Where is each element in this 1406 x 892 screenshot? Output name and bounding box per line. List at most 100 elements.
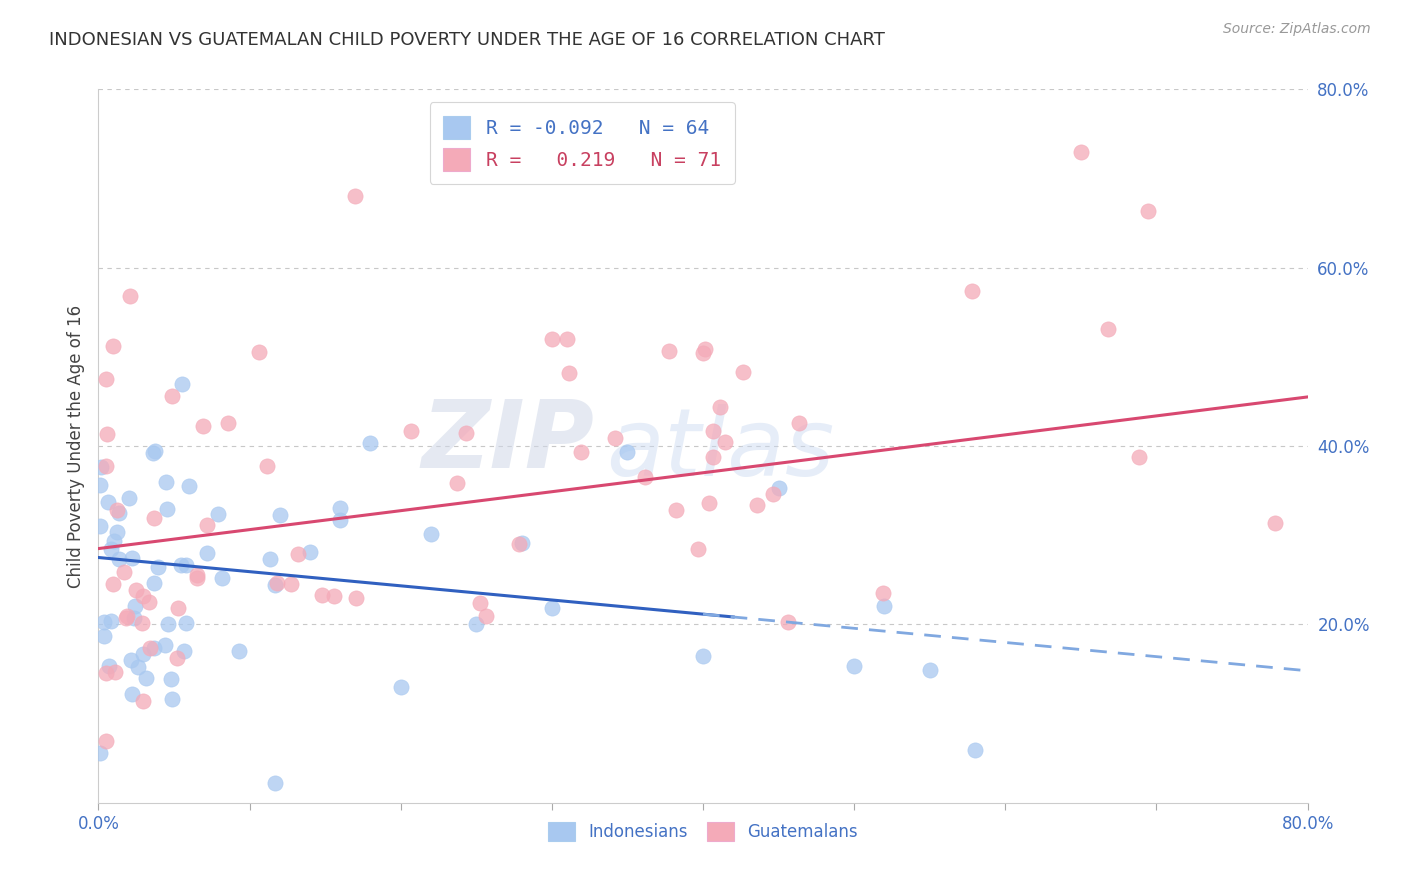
Point [127,659,149,673]
Point [170,376,193,391]
Point [259,551,281,566]
Point [97,495,120,509]
Point [156,502,179,516]
Point [108,551,131,566]
Point [143,640,166,655]
Point [603,431,626,445]
Point [118,491,141,505]
Point [456,425,478,440]
Point [211,571,233,585]
Point [103,533,125,548]
Point [1264,516,1286,530]
Point [508,536,530,550]
Point [125,582,148,597]
Point [132,647,155,661]
Point [100,614,122,628]
Text: Source: ZipAtlas.com: Source: ZipAtlas.com [1223,22,1371,37]
Point [118,289,141,303]
Point [510,535,533,549]
Point [217,417,239,431]
Point [873,599,896,613]
Point [264,577,287,591]
Point [105,525,128,540]
Point [96,426,118,441]
Point [709,401,731,415]
Point [132,589,155,603]
Point [103,576,125,591]
Point [540,332,562,346]
Point [311,588,333,602]
Point [114,611,136,625]
Point [329,500,352,515]
Y-axis label: Child Poverty Under the Age of 16: Child Poverty Under the Age of 16 [66,304,84,588]
Point [174,558,197,572]
Point [135,671,157,685]
Point [264,776,287,790]
Point [160,389,183,403]
Point [702,424,724,438]
Point [702,450,724,464]
Point [695,343,717,357]
Point [745,498,768,512]
Point [558,366,581,380]
Point [344,189,367,203]
Point [299,545,322,559]
Point [569,445,592,459]
Point [280,576,302,591]
Point [555,332,578,346]
Point [115,608,138,623]
Point [98,659,121,673]
Point [107,506,129,520]
Point [121,687,143,701]
Point [101,338,124,352]
Point [160,672,183,686]
Point [94,734,117,748]
Point [446,476,468,491]
Point [195,546,218,560]
Point [173,644,195,658]
Point [94,665,117,680]
Point [155,638,177,652]
Point [420,527,443,541]
Point [89,518,111,533]
Point [170,558,193,573]
Point [256,459,278,474]
Point [688,542,710,557]
Point [105,502,128,516]
Point [148,560,170,574]
Point [465,617,488,632]
Point [1070,145,1092,159]
Point [193,419,215,434]
Point [176,616,198,631]
Point [228,644,250,658]
Point [658,343,681,358]
Point [207,507,229,521]
Point [692,346,714,360]
Point [155,475,177,490]
Point [195,518,218,533]
Point [697,495,720,509]
Point [124,599,146,613]
Point [872,585,894,599]
Point [468,597,491,611]
Point [186,567,208,582]
Point [1128,450,1150,464]
Point [762,487,785,501]
Point [132,694,155,708]
Point [166,650,188,665]
Point [475,609,498,624]
Point [389,680,412,694]
Point [329,513,352,527]
Point [166,601,188,615]
Point [768,481,790,495]
Text: ZIP: ZIP [422,396,595,489]
Point [540,601,562,615]
Point [112,565,135,579]
Point [266,576,288,591]
Point [90,459,112,474]
Point [156,616,179,631]
Point [616,444,638,458]
Point [360,436,382,450]
Point [160,692,183,706]
Point [778,615,800,629]
